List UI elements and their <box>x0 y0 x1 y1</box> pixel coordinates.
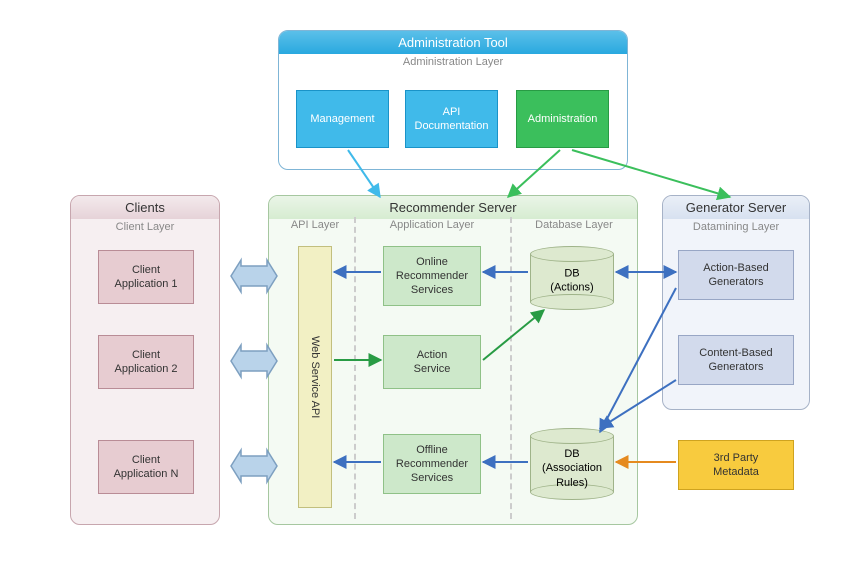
box-client-2: ClientApplication 2 <box>98 335 194 389</box>
db-rules: DB(AssociationRules) <box>530 428 614 500</box>
layer-api-label: API Layer <box>280 219 350 231</box>
box-administration: Administration <box>516 90 609 148</box>
panel-recommender-title: Recommender Server <box>269 196 637 219</box>
box-content-generators: Content-BasedGenerators <box>678 335 794 385</box>
db-rules-label: DB(AssociationRules) <box>530 447 614 490</box>
panel-admin-subtitle: Administration Layer <box>279 54 627 70</box>
box-management-label: Management <box>310 112 374 126</box>
box-client-1-label: ClientApplication 1 <box>115 263 178 292</box>
box-online-recommender: OnlineRecommenderServices <box>383 246 481 306</box>
db-actions-label: DB(Actions) <box>530 267 614 296</box>
box-management: Management <box>296 90 389 148</box>
box-web-service-api: Web Service API <box>298 246 332 508</box>
box-third-party-metadata-label: 3rd PartyMetadata <box>713 451 759 480</box>
box-offline-recommender: OfflineRecommenderServices <box>383 434 481 494</box>
panel-clients-subtitle: Client Layer <box>71 219 219 235</box>
box-content-generators-label: Content-BasedGenerators <box>699 346 772 375</box>
box-action-service: ActionService <box>383 335 481 389</box>
panel-clients-title: Clients <box>71 196 219 219</box>
box-api-documentation: APIDocumentation <box>405 90 498 148</box>
panel-admin-title: Administration Tool <box>279 31 627 54</box>
box-offline-recommender-label: OfflineRecommenderServices <box>396 443 468 486</box>
divider-1 <box>354 217 356 519</box>
box-client-n: ClientApplication N <box>98 440 194 494</box>
box-action-generators: Action-BasedGenerators <box>678 250 794 300</box>
box-web-service-api-label: Web Service API <box>308 336 322 418</box>
box-third-party-metadata: 3rd PartyMetadata <box>678 440 794 490</box>
box-client-n-label: ClientApplication N <box>114 453 179 482</box>
divider-2 <box>510 217 512 519</box>
layer-app-label: Application Layer <box>358 219 506 231</box>
db-actions: DB(Actions) <box>530 246 614 310</box>
box-action-service-label: ActionService <box>414 348 451 377</box>
box-administration-label: Administration <box>528 112 598 126</box>
box-online-recommender-label: OnlineRecommenderServices <box>396 255 468 298</box>
box-action-generators-label: Action-BasedGenerators <box>703 261 768 290</box>
layer-db-label: Database Layer <box>514 219 634 231</box>
box-client-2-label: ClientApplication 2 <box>115 348 178 377</box>
panel-generator-subtitle: Datamining Layer <box>663 219 809 235</box>
box-api-documentation-label: APIDocumentation <box>415 105 489 134</box>
box-client-1: ClientApplication 1 <box>98 250 194 304</box>
panel-generator-title: Generator Server <box>663 196 809 219</box>
